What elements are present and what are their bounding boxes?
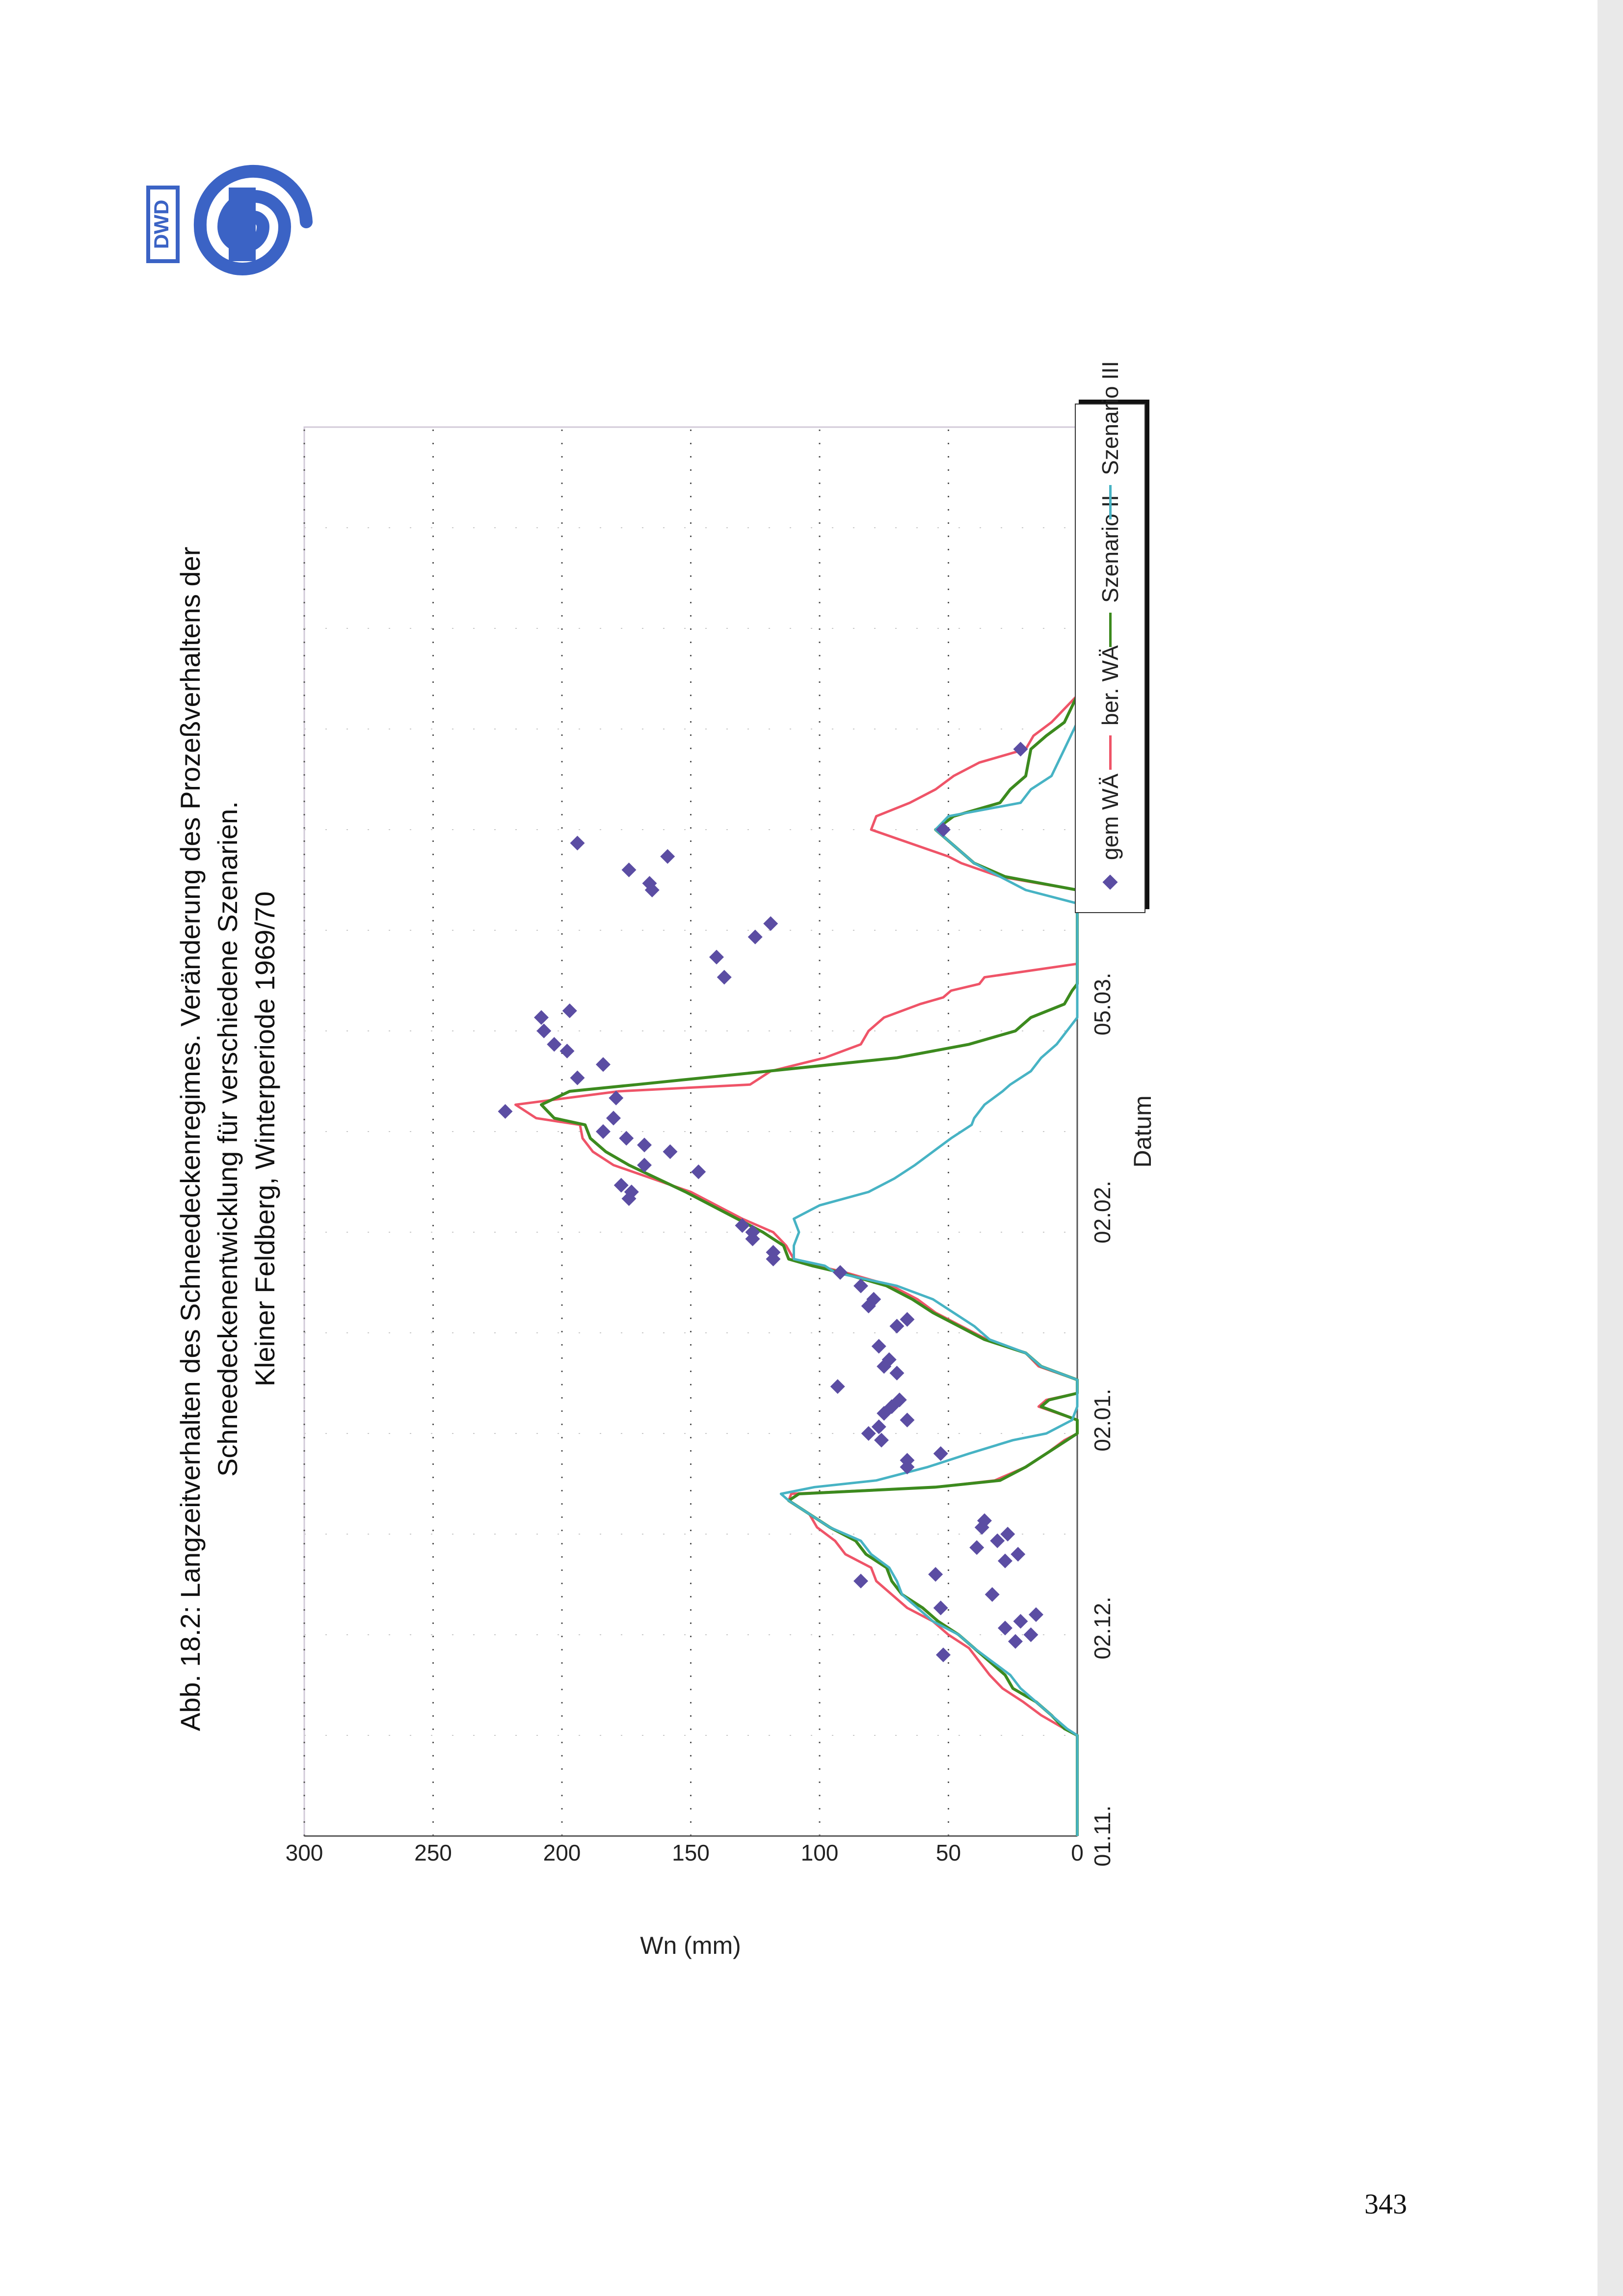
scatter-point-11 <box>1011 1547 1026 1562</box>
legend-item-sz3: Szenario III <box>1076 361 1144 519</box>
scatter-point-64 <box>747 929 763 945</box>
scatter-point-62 <box>717 970 732 985</box>
x-axis-title: Datum <box>1129 1095 1156 1167</box>
scatter-point-5 <box>1029 1607 1043 1622</box>
scatter-point-61 <box>562 1003 577 1018</box>
scatter-point-6 <box>933 1600 948 1616</box>
scatter-point-37 <box>833 1265 848 1280</box>
scatter-point-21 <box>861 1426 876 1441</box>
scatter-point-0 <box>936 1648 951 1662</box>
scatter-point-69 <box>660 849 675 864</box>
spiral-icon <box>193 164 313 275</box>
scatter-point-7 <box>984 1587 1000 1602</box>
y-tick-label-6: 300 <box>286 1840 323 1865</box>
scatter-point-60 <box>534 1010 549 1025</box>
legend-swatch-sz3 <box>1109 485 1112 519</box>
scatter-point-8 <box>853 1573 868 1589</box>
scatter-point-4 <box>1013 1614 1028 1629</box>
scatter-point-3 <box>998 1621 1012 1636</box>
y-tick-labels: 0 50 100 150 200 250 300 <box>286 1840 1084 1865</box>
scatter-point-50 <box>619 1131 634 1146</box>
x-tick-label-1: 02.12. <box>1090 1596 1115 1659</box>
legend-item-gem: gem WÄ <box>1076 774 1144 892</box>
logo-text: DWD <box>150 200 173 249</box>
series-line-3 <box>779 427 1079 1836</box>
x-tick-label-3: 02.02. <box>1090 1181 1115 1243</box>
scatter-point-39 <box>766 1245 781 1260</box>
scatter-point-51 <box>596 1124 611 1139</box>
dwd-logo: DWD <box>146 164 313 275</box>
scatter-point-72 <box>1013 742 1028 756</box>
diamond-marker-icon <box>1102 874 1118 890</box>
scatter-point-14 <box>1000 1527 1015 1541</box>
page-number: 343 <box>1364 2188 1407 2220</box>
scatter-point-19 <box>933 1446 948 1461</box>
legend: gem WÄ ber. WÄ Szenario II Szenario III <box>1075 361 1145 913</box>
legend-label-ber: ber. WÄ <box>1097 645 1123 726</box>
scatter-point-49 <box>637 1137 652 1153</box>
scatter-point-58 <box>547 1037 562 1052</box>
scatter-point-71 <box>936 822 951 837</box>
scatter-point-63 <box>709 949 724 965</box>
scatter-point-28 <box>889 1366 905 1380</box>
marker-layer <box>498 742 1043 1662</box>
scatter-point-23 <box>900 1412 915 1428</box>
scatter-point-12 <box>969 1540 984 1555</box>
scatter-point-2 <box>1023 1627 1038 1642</box>
y-tick-label-5: 250 <box>414 1840 452 1865</box>
y-tick-label-0: 0 <box>1071 1840 1084 1865</box>
x-tick-label-4: 05.03. <box>1090 972 1115 1035</box>
y-tick-label-2: 100 <box>801 1840 839 1865</box>
scatter-point-31 <box>871 1339 886 1354</box>
legend-label-gem: gem WÄ <box>1097 773 1123 860</box>
legend-item-ber: ber. WÄ <box>1076 645 1144 770</box>
x-tick-label-2: 02.01. <box>1090 1389 1115 1452</box>
scatter-point-41 <box>745 1225 760 1240</box>
y-axis-title: Wn (mm) <box>640 1932 741 1959</box>
y-tick-label-3: 150 <box>672 1840 710 1865</box>
scatter-point-56 <box>596 1057 611 1072</box>
y-tick-label-4: 200 <box>543 1840 581 1865</box>
scatter-point-65 <box>763 916 778 931</box>
scatter-point-48 <box>663 1144 678 1159</box>
scatter-point-1 <box>1008 1634 1023 1649</box>
scatter-point-55 <box>570 1070 585 1085</box>
scatter-point-53 <box>498 1104 513 1119</box>
scatter-point-57 <box>559 1044 575 1058</box>
scatter-point-46 <box>691 1164 706 1179</box>
scatter-point-68 <box>621 863 637 877</box>
scan-edge <box>1597 0 1623 2296</box>
scatter-point-44 <box>624 1185 639 1199</box>
y-tick-label-1: 50 <box>936 1840 961 1865</box>
scatter-point-52 <box>606 1110 621 1126</box>
scatter-point-70 <box>570 836 585 851</box>
logo-frame <box>146 186 180 263</box>
scatter-point-67 <box>642 876 657 891</box>
scatter-point-20 <box>874 1432 889 1448</box>
scatter-point-27 <box>830 1379 845 1394</box>
scatter-point-9 <box>928 1567 943 1582</box>
legend-swatch-ber <box>1109 735 1112 770</box>
scatter-point-59 <box>536 1024 552 1038</box>
snow-chart: 0 50 100 150 200 250 300 01.11. 02.12. 02.01. 02.… <box>286 426 1156 1959</box>
scatter-point-10 <box>998 1553 1012 1568</box>
x-tick-label-0: 01.11. <box>1090 1806 1115 1866</box>
legend-swatch-sz2 <box>1109 613 1112 647</box>
legend-label-sz3: Szenario III <box>1097 361 1123 475</box>
rotated-figure: Abb. 18.2: Langzeitverhalten des Schneed… <box>172 353 1428 1959</box>
